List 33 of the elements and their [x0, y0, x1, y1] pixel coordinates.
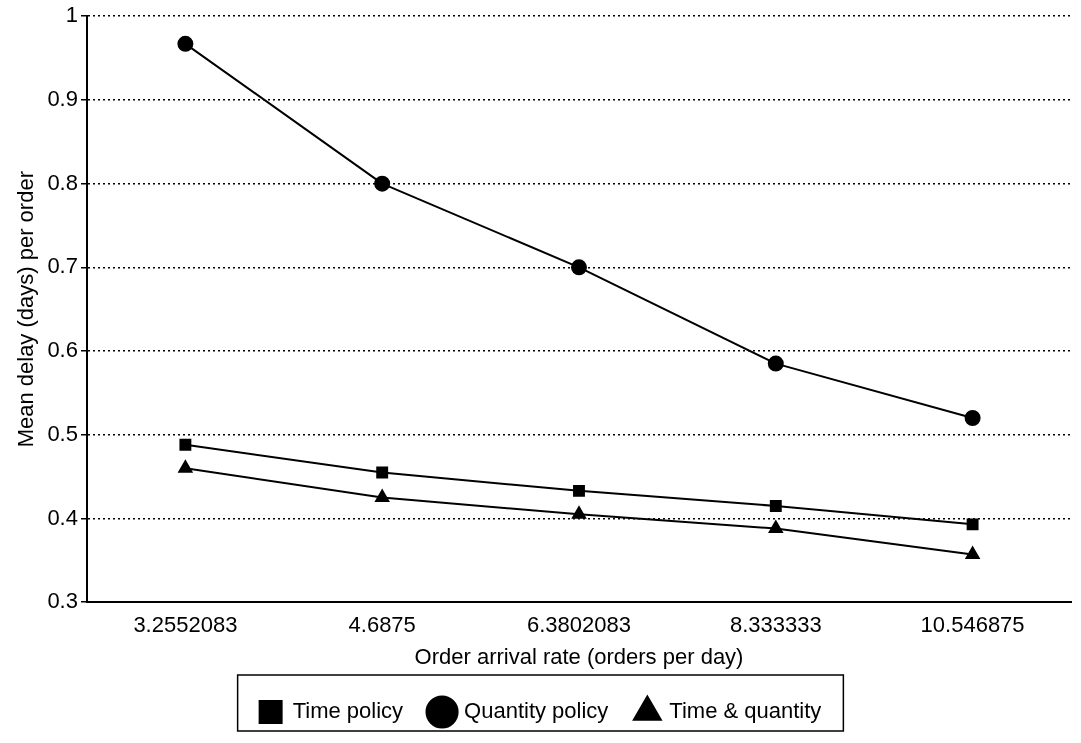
- y-tick-label: 0.6: [47, 337, 78, 363]
- x-tick-label: 10.546875: [920, 612, 1025, 638]
- point: [573, 484, 585, 497]
- y-tick-label: 0.7: [47, 253, 78, 279]
- legend-label: Quantity policy: [464, 698, 609, 724]
- point: [964, 410, 981, 427]
- y-tick-label: 0.8: [47, 169, 78, 195]
- x-axis-title: Order arrival rate (orders per day): [414, 643, 744, 669]
- x-tick-label: 6.3802083: [526, 612, 631, 638]
- point: [769, 499, 782, 512]
- x-tick-label: 8.333333: [729, 612, 822, 638]
- y-tick-label: 1: [65, 2, 78, 28]
- point: [966, 518, 979, 531]
- point: [375, 489, 390, 503]
- point: [179, 438, 192, 451]
- x-tick-label: 4.6875: [348, 612, 416, 638]
- point: [374, 175, 391, 192]
- y-tick-label: 0.3: [47, 588, 78, 614]
- legend-label: Time & quantity: [669, 698, 822, 724]
- x-tick-label: 3.2552083: [133, 612, 238, 638]
- y-axis-title: Mean delay (days) per order: [13, 171, 39, 448]
- legend-label: Time policy: [292, 698, 404, 724]
- point: [965, 546, 980, 559]
- point: [768, 520, 783, 534]
- point: [177, 35, 194, 52]
- y-tick-label: 0.5: [47, 420, 78, 446]
- point: [767, 355, 784, 372]
- y-tick-label: 0.9: [47, 85, 78, 111]
- y-tick-label: 0.4: [47, 504, 78, 530]
- point: [570, 259, 587, 276]
- point: [178, 460, 193, 473]
- point: [376, 466, 389, 479]
- point: [571, 506, 587, 519]
